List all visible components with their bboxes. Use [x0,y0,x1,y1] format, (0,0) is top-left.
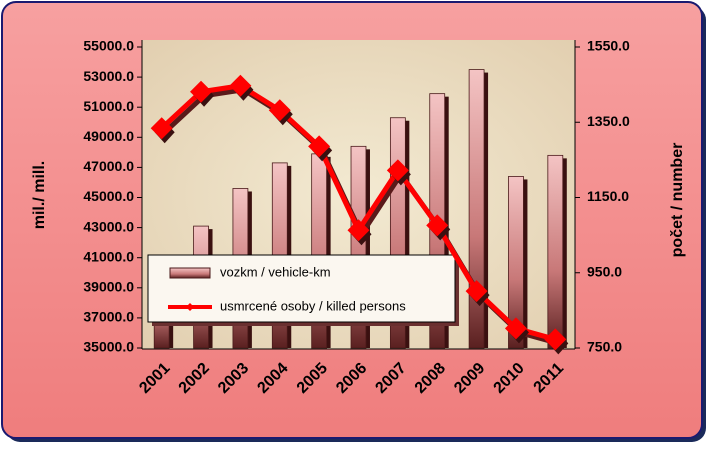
y2-tick-label: 1350.0 [587,113,630,129]
marker [190,80,213,103]
y-tick-label: 45000.0 [83,188,134,204]
y-tick-label: 39000.0 [83,279,134,295]
marker [465,280,488,303]
legend-label: usmrcené osoby / killed persons [220,298,406,313]
y-tick-label: 41000.0 [83,248,134,264]
y-tick-label: 53000.0 [83,68,134,84]
y-tick-label: 51000.0 [83,98,134,114]
marker [268,99,291,122]
y2-tick-label: 950.0 [587,263,622,279]
bar [508,176,524,349]
y-tick-label: 37000.0 [83,309,134,325]
legend-marker [186,303,194,311]
y-tick-label: 55000.0 [83,38,134,54]
marker [229,74,252,97]
legend-label: vozkm / vehicle-km [220,264,331,279]
y2-tick-label: 750.0 [587,339,622,355]
marker [504,317,527,340]
marker [308,135,331,158]
marker [347,219,370,242]
marker [426,214,449,237]
y-axis-title: mil./ mill. [31,161,48,229]
bar [468,69,485,349]
marker [544,328,567,351]
y2-axis-title: počet / number [669,143,686,258]
legend-swatch [169,267,211,279]
marker [386,159,409,182]
y-tick-label: 49000.0 [83,128,134,144]
y-tick-label: 35000.0 [83,339,134,355]
y2-tick-label: 1550.0 [587,38,630,54]
bar [547,154,564,349]
y-tick-label: 43000.0 [83,218,134,234]
marker [150,117,173,140]
y2-tick-label: 1150.0 [587,188,629,204]
legend [147,254,456,323]
y-tick-label: 47000.0 [83,158,134,174]
